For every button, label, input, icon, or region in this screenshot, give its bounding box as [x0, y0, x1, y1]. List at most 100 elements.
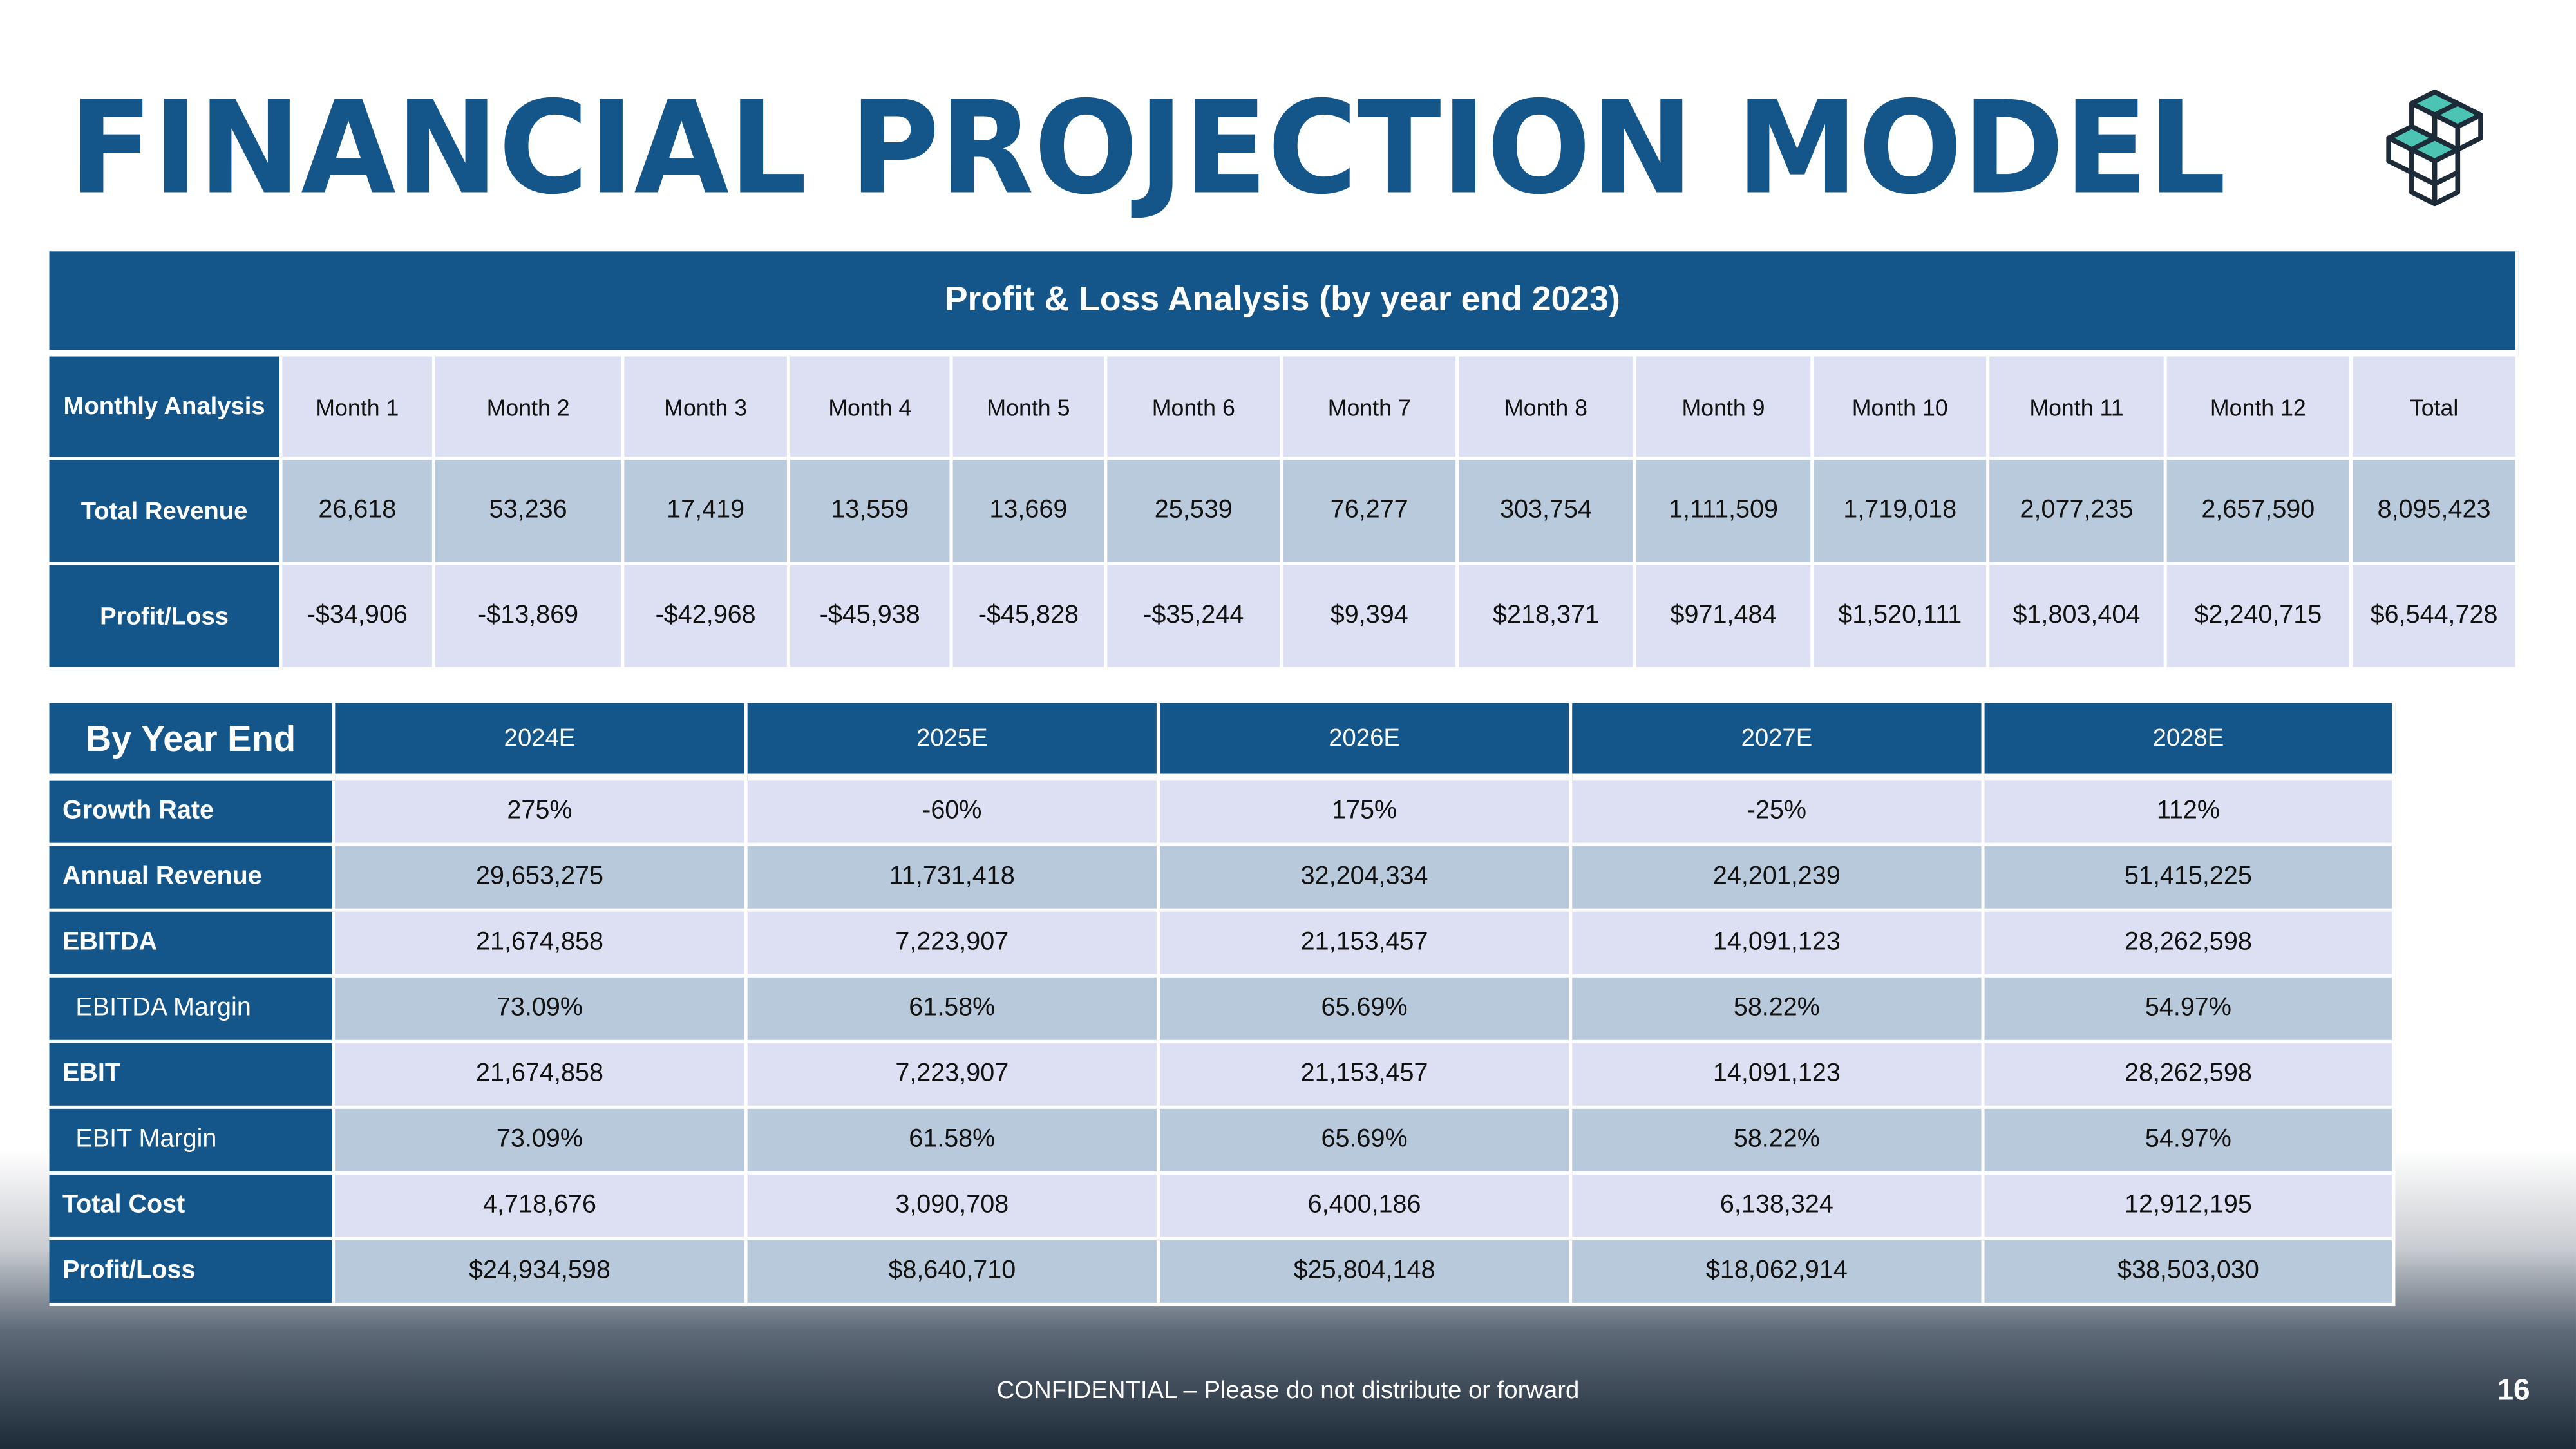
cell: 21,153,457	[1160, 1043, 1573, 1109]
column-header: Month 5	[952, 356, 1108, 460]
cell: 7,223,907	[747, 1043, 1160, 1109]
cell: $971,484	[1636, 565, 1814, 670]
cell: 13,669	[952, 460, 1108, 565]
page-number: 16	[2497, 1373, 2530, 1406]
cell: 3,090,708	[747, 1174, 1160, 1241]
cell: 25,539	[1107, 460, 1283, 565]
cell: 1,111,509	[1636, 460, 1814, 565]
cell: $1,803,404	[1989, 565, 2167, 670]
cell: -$42,968	[624, 565, 791, 670]
cell: 2,077,235	[1989, 460, 2167, 565]
data-row: EBITDA 21,674,858 7,223,907 21,153,457 14,09…	[49, 911, 2396, 978]
pl-title: Profit & Loss Analysis (by year end 2023…	[49, 251, 2519, 357]
page-title: FINANCIAL PROJECTION MODEL	[69, 73, 2226, 222]
cell: $1,520,111	[1814, 565, 1990, 670]
cell: 14,091,123	[1572, 1043, 1985, 1109]
cell: 54.97%	[1984, 1108, 2396, 1175]
cell: -$13,869	[435, 565, 625, 670]
cell: $6,544,728	[2353, 565, 2519, 670]
cell: 53,236	[435, 460, 625, 565]
cell: 24,201,239	[1572, 846, 1985, 912]
cell: -$35,244	[1107, 565, 1283, 670]
cell: 26,618	[282, 460, 436, 565]
column-header: Month 4	[790, 356, 953, 460]
cell: 6,400,186	[1160, 1174, 1573, 1241]
row-label: EBIT	[49, 1043, 336, 1109]
cell: 175%	[1160, 780, 1573, 846]
column-header: Month 12	[2166, 356, 2353, 460]
column-header: Month 7	[1283, 356, 1459, 460]
cell: $8,640,710	[747, 1240, 1160, 1307]
cell: -$34,906	[282, 565, 436, 670]
column-header: Monthly Analysis	[49, 356, 283, 460]
row-label: EBIT Margin	[49, 1108, 336, 1175]
cell: 21,674,858	[335, 911, 748, 978]
cell: 58.22%	[1572, 977, 1985, 1043]
pl-body: Profit & Loss Analysis (by year end 2023…	[49, 251, 2519, 670]
data-row: EBITDA Margin 73.09% 61.58% 65.69% 58.22% 54.…	[49, 977, 2396, 1043]
row-label: EBITDA Margin	[49, 977, 336, 1043]
pl-table: Profit & Loss Analysis (by year end 2023…	[49, 251, 2519, 670]
data-row: Profit/Loss -$34,906 -$13,869 -$42,968 -$45,…	[49, 565, 2519, 670]
pl-title-row: Profit & Loss Analysis (by year end 2023…	[49, 251, 2519, 357]
cell: $25,804,148	[1160, 1240, 1573, 1307]
data-row: Total Revenue 26,618 53,236 17,419 13,559 13,…	[49, 460, 2519, 565]
cell: 65.69%	[1160, 977, 1573, 1043]
cell: 61.58%	[747, 977, 1160, 1043]
cell: 13,559	[790, 460, 953, 565]
cell: 12,912,195	[1984, 1174, 2396, 1241]
cell: -$45,938	[790, 565, 953, 670]
column-header: 2028E	[1984, 703, 2396, 781]
cell: $9,394	[1283, 565, 1459, 670]
cell: $218,371	[1459, 565, 1636, 670]
cell: 275%	[335, 780, 748, 846]
cell: 51,415,225	[1984, 846, 2396, 912]
column-header: Month 6	[1107, 356, 1283, 460]
logo-cubes	[2386, 90, 2483, 207]
cell: 32,204,334	[1160, 846, 1573, 912]
data-row: Growth Rate 275% -60% 175% -25% 112%	[49, 780, 2396, 846]
cell: 73.09%	[335, 1108, 748, 1175]
column-header: 2026E	[1160, 703, 1573, 781]
row-label: Annual Revenue	[49, 846, 336, 912]
column-header: Month 1	[282, 356, 436, 460]
row-label: Growth Rate	[49, 780, 336, 846]
column-header: By Year End	[49, 703, 336, 781]
column-header: Month 2	[435, 356, 625, 460]
cell: $38,503,030	[1984, 1240, 2396, 1307]
column-header: Month 9	[1636, 356, 1814, 460]
cell: 112%	[1984, 780, 2396, 846]
column-header: Total	[2353, 356, 2519, 460]
title-area: FINANCIAL PROJECTION MODEL	[69, 73, 2226, 222]
row-label: EBITDA	[49, 911, 336, 978]
cell: 11,731,418	[747, 846, 1160, 912]
confidential-note: CONFIDENTIAL – Please do not distribute …	[996, 1376, 1580, 1405]
data-row: EBIT 21,674,858 7,223,907 21,153,457 14,091,…	[49, 1043, 2396, 1109]
data-row: Annual Revenue 29,653,275 11,731,418 32,204…	[49, 846, 2396, 912]
data-row: Profit/Loss $24,934,598 $8,640,710 $25,804,…	[49, 1240, 2396, 1307]
cell: 28,262,598	[1984, 1043, 2396, 1109]
header-row: Monthly Analysis Month 1 Month 2 Month 3 Mon…	[49, 356, 2519, 460]
column-header: 2027E	[1572, 703, 1985, 781]
cell: 4,718,676	[335, 1174, 748, 1241]
row-label: Profit/Loss	[49, 1240, 336, 1307]
cell: 76,277	[1283, 460, 1459, 565]
cell: 6,138,324	[1572, 1174, 1985, 1241]
column-header: Month 3	[624, 356, 791, 460]
cell: 58.22%	[1572, 1108, 1985, 1175]
cell: 14,091,123	[1572, 911, 1985, 978]
cell: 17,419	[624, 460, 791, 565]
cell: 303,754	[1459, 460, 1636, 565]
column-header: Month 8	[1459, 356, 1636, 460]
cell: 1,719,018	[1814, 460, 1990, 565]
cell: 65.69%	[1160, 1108, 1573, 1175]
row-label: Total Cost	[49, 1174, 336, 1241]
cell: -$45,828	[952, 565, 1108, 670]
row-label: Total Revenue	[49, 460, 283, 565]
cell: 2,657,590	[2166, 460, 2353, 565]
cell: 7,223,907	[747, 911, 1160, 978]
cell: 61.58%	[747, 1108, 1160, 1175]
column-header: Month 11	[1989, 356, 2167, 460]
